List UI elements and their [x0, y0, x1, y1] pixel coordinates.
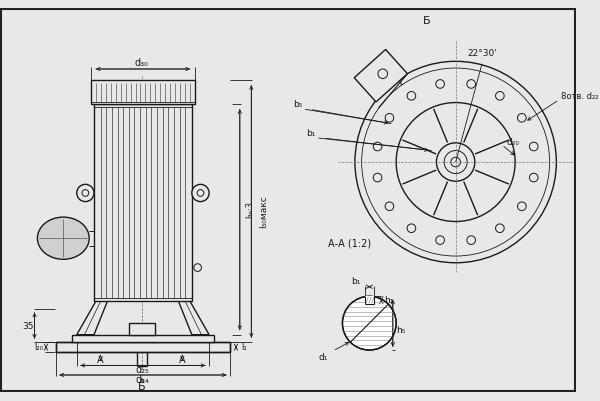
- Circle shape: [192, 184, 209, 202]
- Circle shape: [518, 113, 526, 122]
- Circle shape: [385, 113, 394, 122]
- Text: l₃₀макс: l₃₀макс: [259, 195, 268, 228]
- Bar: [72, 335, 214, 342]
- Circle shape: [529, 173, 538, 182]
- Text: d₂₅: d₂₅: [135, 365, 149, 375]
- Text: d₂₀: d₂₀: [506, 138, 520, 147]
- Polygon shape: [77, 301, 107, 335]
- Circle shape: [467, 236, 475, 245]
- Text: d₃₀: d₃₀: [135, 58, 149, 68]
- Text: Б: Б: [138, 383, 146, 393]
- Bar: [91, 81, 195, 105]
- Bar: [56, 342, 230, 352]
- Circle shape: [407, 224, 416, 233]
- Circle shape: [373, 142, 382, 151]
- Text: d₂₄: d₂₄: [135, 375, 149, 385]
- Text: b₅: b₅: [293, 100, 302, 109]
- Text: l₃ₙ·3: l₃ₙ·3: [245, 201, 254, 219]
- Text: Б: Б: [423, 16, 431, 26]
- Polygon shape: [354, 49, 407, 102]
- Text: 22°30': 22°30': [467, 49, 497, 58]
- Text: h₁: h₁: [384, 296, 394, 305]
- Circle shape: [407, 91, 416, 100]
- Circle shape: [436, 80, 445, 88]
- Text: A: A: [97, 354, 104, 365]
- Bar: [365, 296, 374, 304]
- Text: A: A: [179, 354, 185, 365]
- Text: l₂₀: l₂₀: [34, 343, 43, 352]
- Text: b₁: b₁: [351, 277, 360, 286]
- Ellipse shape: [37, 217, 89, 259]
- Circle shape: [194, 264, 202, 271]
- Circle shape: [518, 202, 526, 211]
- Text: l₁: l₁: [241, 343, 247, 352]
- Text: А-А (1:2): А-А (1:2): [328, 239, 371, 249]
- Circle shape: [436, 236, 445, 245]
- Text: h₅: h₅: [396, 326, 405, 335]
- Circle shape: [529, 142, 538, 151]
- Text: b₁: b₁: [306, 129, 316, 138]
- Circle shape: [343, 296, 396, 350]
- Circle shape: [436, 143, 475, 181]
- Circle shape: [373, 173, 382, 182]
- Bar: [94, 105, 192, 301]
- Text: d₁: d₁: [319, 353, 328, 362]
- Text: 35: 35: [22, 322, 34, 330]
- Bar: [56, 342, 230, 352]
- Circle shape: [378, 69, 388, 79]
- Circle shape: [496, 224, 504, 233]
- Bar: [128, 323, 155, 335]
- Circle shape: [496, 91, 504, 100]
- Polygon shape: [178, 301, 209, 335]
- Circle shape: [467, 80, 475, 88]
- Circle shape: [77, 184, 94, 202]
- Circle shape: [355, 61, 556, 263]
- Text: 8отв. d₂₂: 8отв. d₂₂: [561, 92, 599, 101]
- Circle shape: [385, 202, 394, 211]
